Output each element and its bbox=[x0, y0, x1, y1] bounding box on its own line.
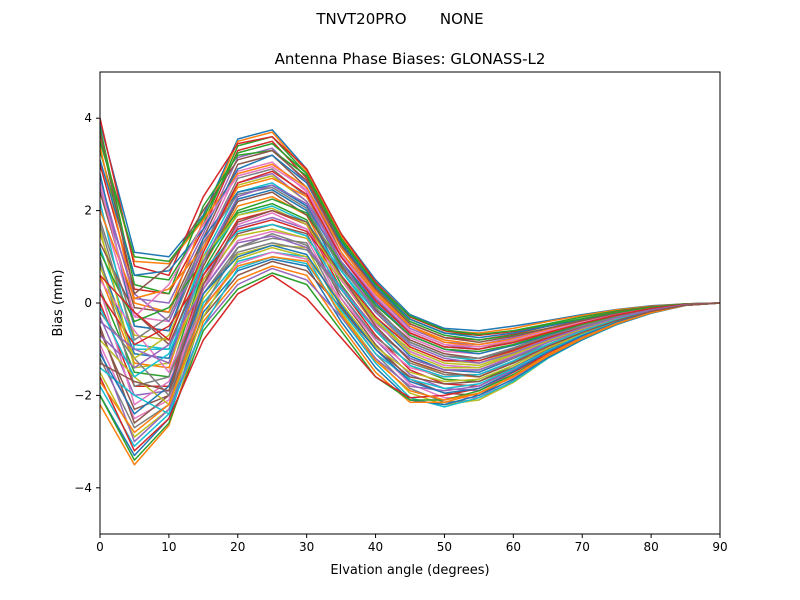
series-line-48 bbox=[99, 186, 721, 360]
x-tick-label: 0 bbox=[96, 540, 104, 554]
series-line-54 bbox=[99, 170, 721, 350]
x-tick-label: 50 bbox=[437, 540, 452, 554]
plot-series-group bbox=[99, 118, 721, 466]
x-tick-label: 80 bbox=[643, 540, 658, 554]
series-line-51 bbox=[99, 244, 721, 415]
y-tick-label: 0 bbox=[84, 296, 92, 310]
series-line-56 bbox=[99, 209, 721, 392]
y-tick-label: −4 bbox=[74, 481, 92, 495]
x-tick-label: 10 bbox=[161, 540, 176, 554]
series-line-52 bbox=[99, 256, 721, 434]
series-line-50 bbox=[99, 223, 721, 378]
x-tick-label: 60 bbox=[506, 540, 521, 554]
y-tick-label: −2 bbox=[74, 388, 92, 402]
x-axis: 0 10 20 30 40 50 60 70 80 90 bbox=[96, 534, 728, 554]
series-line-55 bbox=[99, 184, 721, 364]
series-line-53 bbox=[99, 141, 721, 336]
x-tick-label: 90 bbox=[712, 540, 727, 554]
x-tick-label: 20 bbox=[230, 540, 245, 554]
x-tick-label: 40 bbox=[368, 540, 383, 554]
x-tick-label: 70 bbox=[575, 540, 590, 554]
figure-suptitle: TNVT20PRO NONE bbox=[315, 10, 483, 28]
x-tick-label: 30 bbox=[299, 540, 314, 554]
series-line-46 bbox=[99, 131, 721, 344]
x-axis-label: Elvation angle (degrees) bbox=[330, 563, 489, 578]
y-tick-label: 2 bbox=[84, 204, 92, 218]
y-axis-label: Bias (mm) bbox=[51, 270, 66, 337]
chart-title: Antenna Phase Biases: GLONASS-L2 bbox=[275, 50, 546, 68]
y-axis: −4 −2 0 2 4 bbox=[74, 111, 100, 495]
y-tick-label: 4 bbox=[84, 111, 92, 125]
